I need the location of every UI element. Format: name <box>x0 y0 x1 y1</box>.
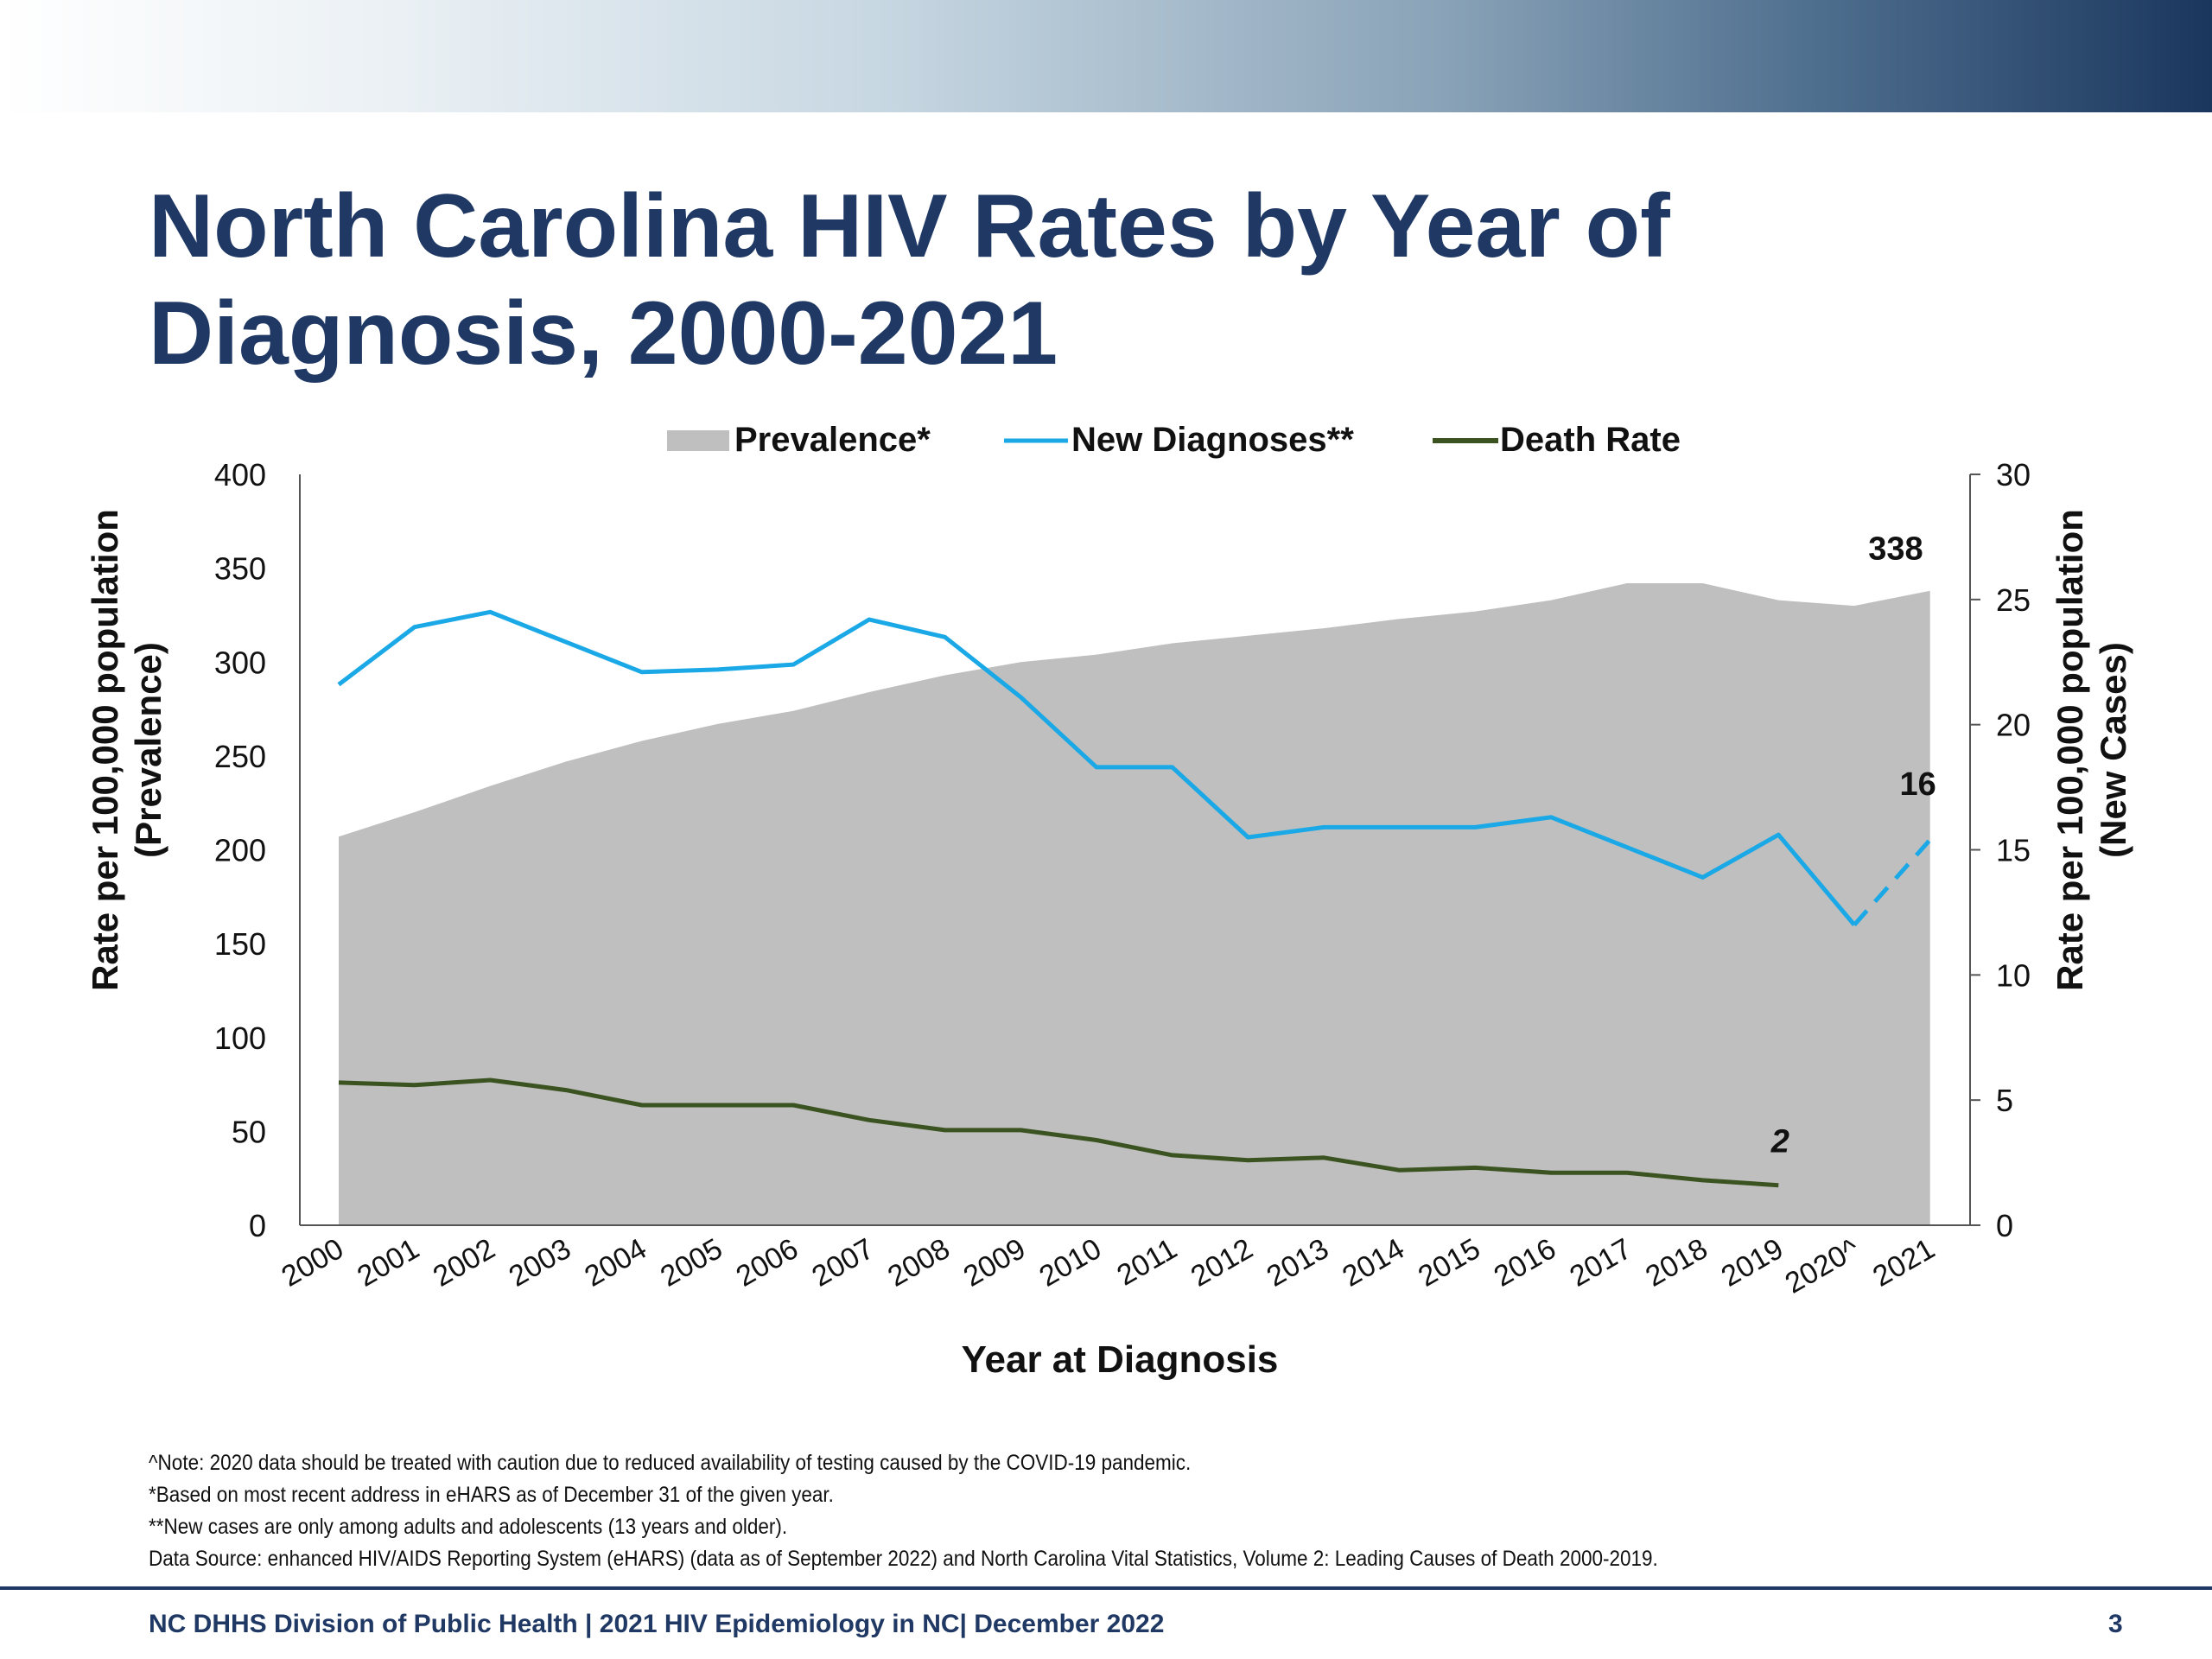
x-axis-title: Year at Diagnosis <box>962 1338 1279 1381</box>
y-tick-left-label: 400 <box>214 457 266 493</box>
header-gradient-band <box>0 0 2212 112</box>
x-tick-label: 2002 <box>428 1232 501 1294</box>
x-tick-label: 2013 <box>1262 1232 1335 1294</box>
y-axis-left-title-line: (Prevalence) <box>128 642 168 858</box>
new-diagnoses-end-label: 16 <box>1900 766 1936 803</box>
legend-label-new-diagnoses: New Diagnoses** <box>1071 421 1354 459</box>
new-diagnoses-line <box>337 609 1856 927</box>
x-tick-label: 2001 <box>352 1232 425 1294</box>
footnote-new-cases: **New cases are only among adults and ad… <box>149 1515 788 1539</box>
y-tick-right-label: 30 <box>1996 457 2031 493</box>
x-tick-label: 2004 <box>579 1232 652 1294</box>
y-tick-left-label: 350 <box>214 551 266 587</box>
y-axis-right-title-line: (New Cases) <box>2093 642 2133 858</box>
legend-label-death-rate: Death Rate <box>1500 421 1681 459</box>
x-tick-label: 2003 <box>504 1232 577 1294</box>
y-tick-left-label: 250 <box>214 739 266 774</box>
x-tick-label: 2011 <box>1111 1232 1182 1292</box>
y-axis-right-title-line: Rate per 100,000 population <box>2050 509 2090 991</box>
y-tick-left-label: 200 <box>214 833 266 868</box>
y-tick-right-label: 0 <box>1996 1208 2013 1243</box>
x-tick-label: 2008 <box>882 1232 956 1294</box>
prevalence-area <box>339 583 1930 1225</box>
footnote-prevalence: *Based on most recent address in eHARS a… <box>149 1483 834 1507</box>
footnotes: ^Note: 2020 data should be treated with … <box>149 1447 1937 1575</box>
y-tick-left-label: 100 <box>214 1020 266 1056</box>
x-tick-label: 2009 <box>958 1232 1032 1294</box>
death-rate-end-label: 2 <box>1770 1124 1789 1160</box>
y-tick-right-label: 10 <box>1996 957 2031 993</box>
footer-rule <box>0 1586 2212 1590</box>
footnote-covid: ^Note: 2020 data should be treated with … <box>149 1451 1192 1475</box>
footnote-data-source: Data Source: enhanced HIV/AIDS Reporting… <box>149 1547 1658 1571</box>
x-tick-label: 2019 <box>1716 1232 1789 1294</box>
x-tick-label: 2014 <box>1337 1232 1410 1294</box>
slide-title: North Carolina HIV Rates by Year of Diag… <box>149 176 1670 384</box>
x-tick-label: 2012 <box>1185 1232 1259 1294</box>
x-tick-label: 2018 <box>1640 1232 1713 1294</box>
y-tick-right-label: 15 <box>1996 833 2031 868</box>
x-tick-label: 2000 <box>276 1232 349 1294</box>
x-tick-label: 2015 <box>1413 1232 1486 1294</box>
x-tick-label: 2016 <box>1489 1232 1562 1294</box>
y-axis-left-title-line: Rate per 100,000 population <box>85 509 125 991</box>
y-axis-left-title: Rate per 100,000 population(Prevalence) <box>85 509 168 991</box>
x-tick-label: 2021 <box>1867 1232 1941 1294</box>
y-tick-left-label: 50 <box>232 1114 266 1149</box>
y-tick-right-label: 5 <box>1996 1083 2013 1118</box>
y-axis-right-title: Rate per 100,000 population(New Cases) <box>2050 509 2133 991</box>
y-tick-left-label: 0 <box>249 1208 266 1243</box>
page-number: 3 <box>2108 1610 2123 1638</box>
new-diagnoses-dashed-line <box>1853 838 1932 927</box>
y-tick-right-label: 20 <box>1996 708 2031 743</box>
legend-label-prevalence: Prevalence* <box>734 421 931 459</box>
y-tick-left-label: 150 <box>214 926 266 962</box>
prevalence-end-label: 338 <box>1868 531 1923 568</box>
footer-text: NC DHHS Division of Public Health | 2021… <box>149 1610 1165 1638</box>
y-tick-right-label: 25 <box>1996 582 2031 618</box>
x-tick-label: 2010 <box>1033 1232 1107 1294</box>
x-tick-label: 2006 <box>731 1232 804 1294</box>
y-tick-left-label: 300 <box>214 645 266 680</box>
death-rate-line <box>338 1077 1779 1188</box>
legend-swatch-prevalence <box>667 430 729 451</box>
x-tick-label: 2007 <box>806 1232 880 1294</box>
x-tick-label: 2020^ <box>1780 1232 1865 1300</box>
x-tick-label: 2017 <box>1564 1232 1637 1294</box>
x-tick-label: 2005 <box>655 1232 728 1294</box>
